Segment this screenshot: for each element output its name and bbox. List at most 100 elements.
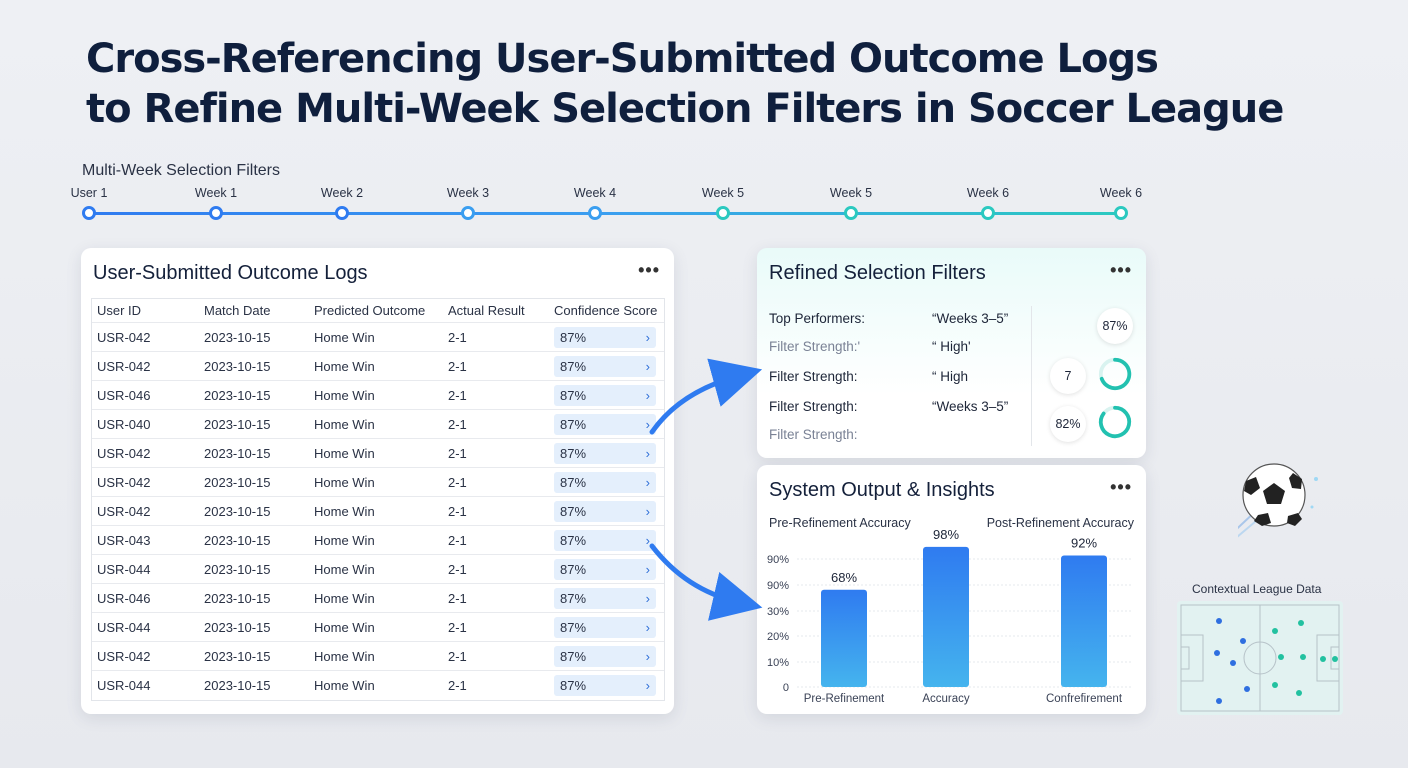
timeline-node[interactable]: Week 1 [176, 186, 256, 220]
confidence-pill[interactable]: 87% › [554, 355, 656, 377]
pitch-map-icon [1177, 601, 1343, 715]
timeline-node-label: Week 5 [829, 186, 873, 200]
chevron-right-icon[interactable]: › [645, 387, 650, 403]
table-row[interactable]: USR-046 2023-10-15 Home Win 2-1 87% › [92, 381, 664, 410]
confidence-value: 87% [560, 619, 587, 635]
timeline-node[interactable]: Week 6 [948, 186, 1028, 220]
page-title: Cross-Referencing User-Submitted Outcome… [86, 34, 1326, 134]
confidence-pill[interactable]: 87% › [554, 558, 656, 580]
timeline-dot-icon [335, 206, 349, 220]
timeline-node[interactable]: Week 5 [683, 186, 763, 220]
table-row[interactable]: USR-042 2023-10-15 Home Win 2-1 87% › [92, 352, 664, 381]
chevron-right-icon[interactable]: › [645, 678, 650, 693]
confidence-pill[interactable]: 87% › [554, 413, 656, 435]
timeline-label: Multi-Week Selection Filters [82, 162, 280, 179]
table-row[interactable]: USR-043 2023-10-15 Home Win 2-1 87% › [92, 526, 664, 555]
legend-pre-refinement: Pre-Refinement Accuracy [769, 516, 911, 530]
confidence-pill[interactable]: 87% › [554, 529, 656, 551]
table-row[interactable]: USR-046 2023-10-15 Home Win 2-1 87% › [92, 584, 664, 613]
cell-confidence-score: 87% › [550, 529, 664, 551]
table-body: USR-042 2023-10-15 Home Win 2-1 87% › USR-042 2… [92, 323, 664, 700]
chevron-right-icon[interactable]: › [645, 445, 650, 461]
table-header: User ID Match Date Predicted Outcome Act… [92, 299, 664, 323]
x-tick-label: Accuracy [922, 693, 970, 705]
cell-predicted-outcome: Home Win [314, 532, 375, 548]
filter-label: Filter Strength:' [769, 339, 861, 354]
confidence-pill[interactable]: 87% › [554, 442, 656, 464]
confidence-pill[interactable]: 87% › [554, 616, 656, 638]
divider [1031, 306, 1032, 446]
timeline-node[interactable]: Week 5 [811, 186, 891, 220]
cell-confidence-score: 87% › [550, 413, 664, 435]
timeline-node[interactable]: User 1 [49, 186, 129, 220]
chevron-right-icon[interactable]: › [645, 329, 650, 345]
cell-confidence-score: 87% › [550, 500, 664, 522]
table-row[interactable]: USR-042 2023-10-15 Home Win 2-1 87% › [92, 439, 664, 468]
bar[interactable] [923, 546, 969, 687]
cell-actual-result: 2-1 [448, 648, 467, 664]
table-row[interactable]: USR-042 2023-10-15 Home Win 2-1 87% › [92, 323, 664, 352]
x-tick-label: Pre-Refinement [804, 693, 885, 705]
column-header-actual-result[interactable]: Actual Result [448, 303, 525, 318]
column-header-user-id[interactable]: User ID [97, 303, 142, 318]
confidence-pill[interactable]: 87% › [554, 326, 656, 348]
cell-match-date: 2023-10-15 [204, 416, 271, 432]
chevron-right-icon[interactable]: › [645, 532, 650, 548]
confidence-pill[interactable]: 87% › [554, 645, 656, 667]
cell-match-date: 2023-10-15 [204, 358, 271, 374]
table-row[interactable]: USR-044 2023-10-15 Home Win 2-1 87% › [92, 555, 664, 584]
cell-actual-result: 2-1 [448, 329, 467, 345]
outcome-logs-title: User-Submitted Outcome Logs [93, 262, 368, 284]
filter-value: “ High' [932, 339, 971, 354]
timeline-node[interactable]: Week 2 [302, 186, 382, 220]
confidence-pill[interactable]: 87% › [554, 675, 656, 696]
timeline-node-label: Week 5 [701, 186, 745, 200]
confidence-pill[interactable]: 87% › [554, 500, 656, 522]
chevron-right-icon[interactable]: › [645, 503, 650, 519]
cell-user-id: USR-044 [97, 678, 151, 693]
timeline-dot-icon [981, 206, 995, 220]
timeline-node[interactable]: Week 4 [555, 186, 635, 220]
cell-actual-result: 2-1 [448, 503, 467, 519]
column-header-match-date[interactable]: Match Date [204, 303, 271, 318]
more-options-icon[interactable]: ••• [1110, 260, 1132, 280]
confidence-pill[interactable]: 87% › [554, 587, 656, 609]
table-row[interactable]: USR-040 2023-10-15 Home Win 2-1 87% › [92, 410, 664, 439]
table-row[interactable]: USR-044 2023-10-15 Home Win 2-1 87% › [92, 671, 664, 700]
table-row[interactable]: USR-042 2023-10-15 Home Win 2-1 87% › [92, 642, 664, 671]
filter-label: Filter Strength: [769, 399, 858, 414]
bar[interactable] [1061, 555, 1107, 687]
confidence-pill[interactable]: 87% › [554, 384, 656, 406]
chevron-right-icon[interactable]: › [645, 561, 650, 577]
cell-match-date: 2023-10-15 [204, 532, 271, 548]
cell-match-date: 2023-10-15 [204, 474, 271, 490]
confidence-pill[interactable]: 87% › [554, 471, 656, 493]
cell-user-id: USR-044 [97, 561, 151, 577]
confidence-value: 87% [560, 532, 587, 548]
cell-actual-result: 2-1 [448, 561, 467, 577]
table-row[interactable]: USR-042 2023-10-15 Home Win 2-1 87% › [92, 468, 664, 497]
more-options-icon[interactable]: ••• [1110, 477, 1132, 497]
table-row[interactable]: USR-044 2023-10-15 Home Win 2-1 87% › [92, 613, 664, 642]
cell-predicted-outcome: Home Win [314, 648, 375, 664]
chevron-right-icon[interactable]: › [645, 416, 650, 432]
cell-user-id: USR-042 [97, 445, 151, 461]
table-row[interactable]: USR-042 2023-10-15 Home Win 2-1 87% › [92, 497, 664, 526]
bar-value-label: 92% [1071, 535, 1097, 550]
cell-confidence-score: 87% › [550, 355, 664, 377]
bar[interactable] [821, 589, 867, 687]
column-header-confidence-score[interactable]: Confidence Score [554, 303, 658, 318]
chevron-right-icon[interactable]: › [645, 619, 650, 635]
chevron-right-icon[interactable]: › [645, 648, 650, 664]
timeline-node-label: Week 2 [320, 186, 364, 200]
column-header-predicted-outcome[interactable]: Predicted Outcome [314, 303, 426, 318]
chevron-right-icon[interactable]: › [645, 474, 650, 490]
timeline-node[interactable]: Week 6 [1081, 186, 1161, 220]
chevron-right-icon[interactable]: › [645, 358, 650, 374]
timeline-node[interactable]: Week 3 [428, 186, 508, 220]
chevron-right-icon[interactable]: › [645, 590, 650, 606]
metric-bubble: 7 [1050, 358, 1086, 394]
filter-label: Filter Strength: [769, 369, 858, 384]
more-options-icon[interactable]: ••• [638, 260, 660, 280]
context-label: Contextual League Data [1192, 582, 1322, 596]
